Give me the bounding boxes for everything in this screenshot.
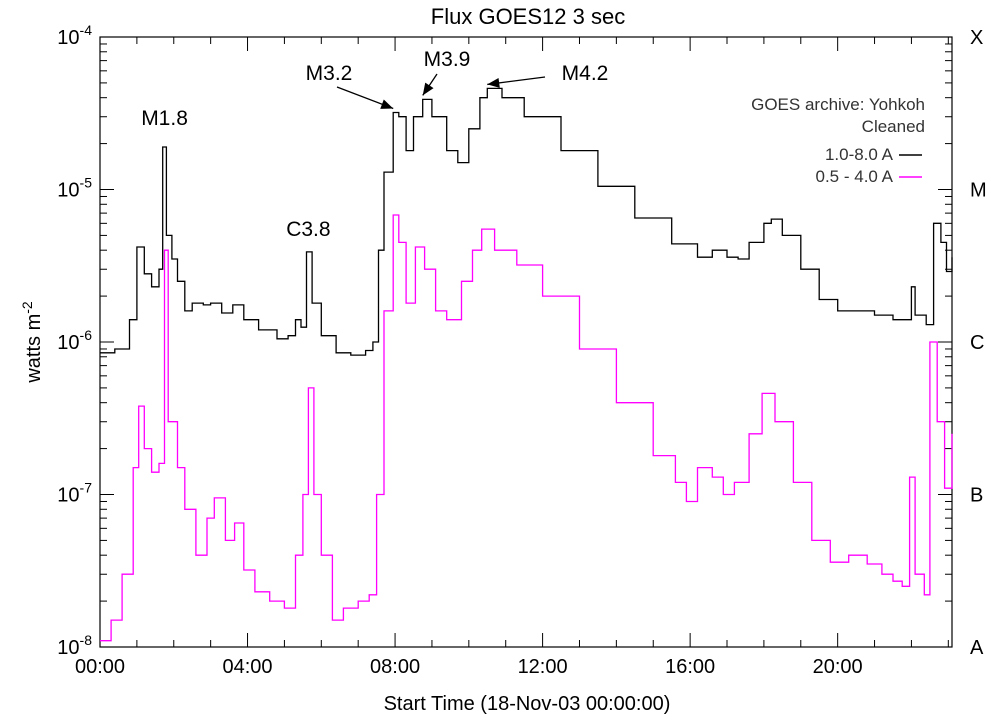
y-axis-label-text: watts m-2 bbox=[19, 301, 45, 384]
flare-class-label: A bbox=[970, 637, 984, 659]
y-tick-label: 10-4 bbox=[57, 22, 92, 49]
legend-entry-label: 0.5 - 4.0 A bbox=[816, 167, 894, 186]
chart-title: Flux GOES12 3 sec bbox=[431, 4, 625, 29]
y-axis-label: watts m-2 bbox=[19, 301, 45, 384]
annotation-layer: M1.8 C3.8 M3.2 M3.9 M4.2 bbox=[141, 48, 608, 241]
x-tick-label: 08:00 bbox=[370, 656, 420, 678]
axes: 00:00 04:00 08:00 12:00 16:00 20:00 10-4 10-5 10… bbox=[57, 22, 986, 678]
series-line-short bbox=[100, 214, 953, 642]
y-tick-label: 10-5 bbox=[57, 175, 92, 202]
annotation-arrowhead bbox=[380, 99, 394, 109]
x-tick-label: 00:00 bbox=[75, 656, 125, 678]
legend-header: Cleaned bbox=[862, 117, 925, 136]
x-axis-label: Start Time (18-Nov-03 00:00:00) bbox=[384, 693, 671, 715]
x-tick-label: 12:00 bbox=[518, 656, 568, 678]
annotation-arrowhead bbox=[487, 77, 500, 88]
y-tick-label: 10-6 bbox=[57, 327, 92, 354]
series-line-long bbox=[100, 87, 953, 356]
plot-frame bbox=[99, 36, 953, 648]
legend: GOES archive: Yohkoh Cleaned 1.0-8.0 A 0.5 … bbox=[751, 95, 925, 186]
y-tick-label: 10-7 bbox=[57, 480, 92, 507]
x-tick-label: 04:00 bbox=[223, 656, 273, 678]
flare-class-label: M bbox=[970, 180, 987, 202]
flare-annotation: M3.9 bbox=[424, 48, 471, 71]
flare-class-label: X bbox=[970, 27, 983, 49]
flare-annotation: C3.8 bbox=[286, 218, 330, 241]
legend-header: GOES archive: Yohkoh bbox=[751, 95, 925, 114]
flare-class-label: C bbox=[970, 332, 984, 354]
flare-annotation: M1.8 bbox=[141, 107, 188, 130]
legend-entry-label: 1.0-8.0 A bbox=[825, 145, 894, 164]
x-tick-label: 20:00 bbox=[813, 656, 863, 678]
flare-class-label: B bbox=[970, 485, 983, 507]
flare-annotation: M4.2 bbox=[562, 62, 609, 85]
series-layer bbox=[100, 87, 953, 642]
annotation-arrowhead bbox=[422, 82, 434, 96]
flare-annotation: M3.2 bbox=[306, 62, 353, 85]
x-tick-label: 16:00 bbox=[665, 656, 715, 678]
y-tick-label: 10-8 bbox=[57, 632, 92, 659]
